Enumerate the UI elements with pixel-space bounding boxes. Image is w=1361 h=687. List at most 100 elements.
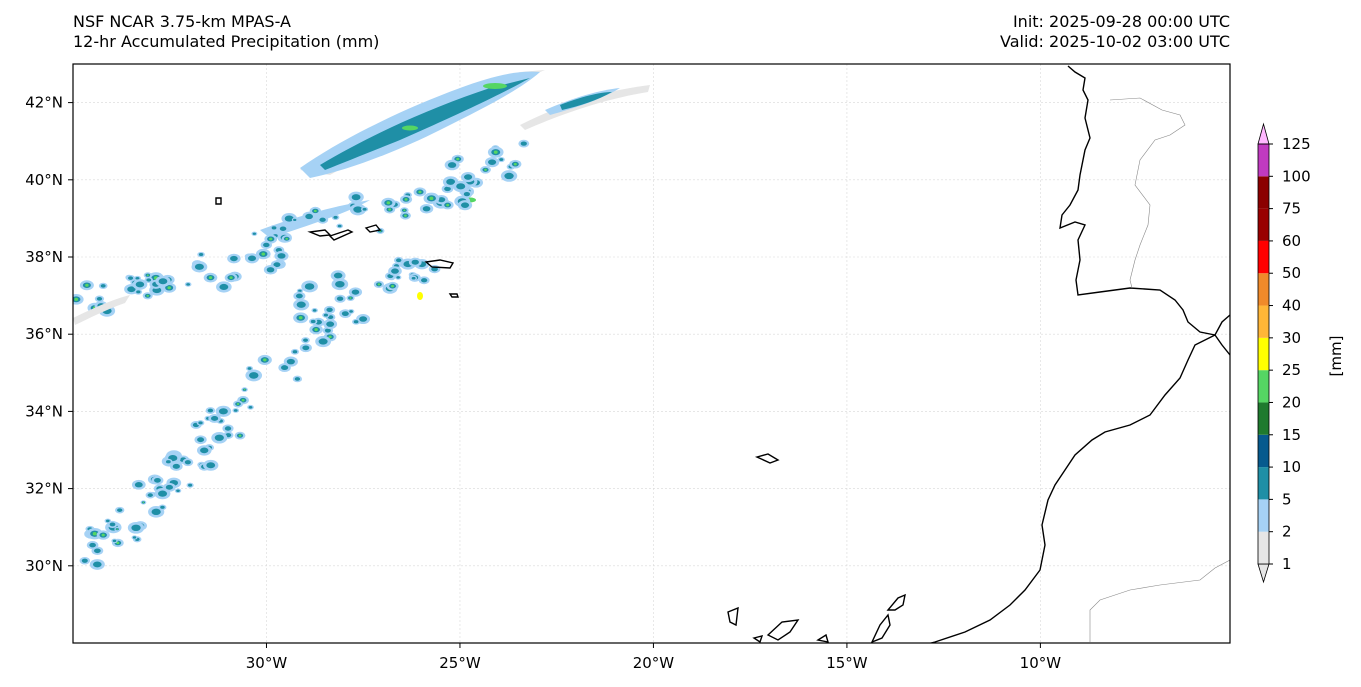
lat-tick-label: 30°N: [25, 557, 63, 575]
colorbar-segment: [1258, 273, 1269, 306]
precip-cell-peak: [167, 286, 171, 290]
coast-madeira: [754, 453, 780, 464]
precip-cell-core: [312, 309, 317, 312]
precip-cell-core: [131, 524, 141, 532]
title-field: 12-hr Accumulated Precipitation (mm): [73, 32, 380, 51]
precip-cell-core: [353, 206, 363, 213]
precip-cell-core: [96, 296, 103, 301]
precip-cell-peak: [403, 209, 406, 212]
coast-canary-5: [752, 635, 764, 643]
precip-cell-peak: [229, 276, 233, 280]
precip-cell-core: [233, 409, 238, 412]
precip-cell-core: [218, 408, 228, 415]
coast-iberia: [1059, 65, 1230, 336]
lat-tick-label: 36°N: [25, 325, 63, 343]
precip-cell-core: [351, 194, 361, 201]
precip-cell-core: [158, 490, 168, 497]
precip-cell-core: [207, 408, 214, 413]
precip-cell-core: [248, 372, 259, 379]
precip-cell-core: [341, 311, 349, 317]
precip-cell-core: [296, 301, 306, 308]
coast-canary-1: [727, 606, 739, 627]
precip-cell-peak: [238, 434, 242, 437]
precip-cell-core: [176, 489, 180, 493]
precip-cell-peak: [391, 284, 395, 288]
coast-azores-5: [448, 293, 459, 298]
precip-cell-peak: [263, 358, 267, 362]
precip-cell-core: [326, 307, 333, 312]
precip-cell-core: [411, 276, 416, 280]
precip-cell-core: [464, 174, 473, 180]
precip-cell-core: [460, 202, 470, 208]
colorbar-tick-label: 30: [1282, 329, 1301, 347]
precip-cell-peak: [377, 283, 381, 286]
lat-tick-label: 40°N: [25, 171, 63, 189]
colorbar-segment: [1258, 467, 1269, 500]
precip-cell-core: [294, 377, 301, 381]
lon-tick-label: 15°W: [826, 654, 868, 672]
colorbar-tick-label: 50: [1282, 264, 1301, 282]
precip-cell-peak: [241, 398, 245, 402]
precip-cell-core: [279, 226, 287, 231]
precip-cell-peak: [298, 316, 303, 320]
colorbar-tick-label: 5: [1282, 490, 1292, 508]
precip-cell-core: [421, 278, 428, 283]
precip-cell-core: [93, 561, 102, 568]
precip-cell-core: [230, 255, 238, 262]
precip-cell-core: [135, 276, 140, 280]
border-portugal-spain: [1109, 97, 1186, 289]
coast-azores-3: [364, 224, 382, 233]
colorbar-tick-label: 25: [1282, 361, 1301, 379]
precip-cell-peak: [404, 214, 407, 217]
colorbar-tick-label: 60: [1282, 232, 1301, 250]
precip-cell-core: [81, 558, 88, 563]
precip-cell-core: [302, 345, 310, 351]
precip-cell-core: [391, 268, 399, 274]
precip-cell-core: [318, 338, 328, 345]
precip-cell-core: [437, 197, 446, 203]
precip-cell-core: [147, 493, 153, 497]
precip-core-north-teal: [320, 78, 530, 170]
colorbar-tick-label: 75: [1282, 200, 1301, 218]
lon-tick-label: 30°W: [246, 654, 288, 672]
precip-cell-core: [447, 162, 457, 168]
precip-cell-core: [456, 183, 466, 190]
precip-max-1: [483, 83, 507, 89]
precip-cell-core: [188, 483, 193, 487]
precip-cell-peak: [386, 201, 391, 205]
precip-cell-peak: [285, 237, 289, 240]
colorbar-tick-label: 10: [1282, 458, 1301, 476]
coastlines: [215, 65, 1230, 643]
precip-cell-peak: [236, 402, 240, 406]
precip-cell-core: [362, 207, 367, 211]
precip-cell-core: [248, 405, 253, 409]
coast-africa: [928, 334, 1230, 643]
precip-cell-peak: [314, 328, 318, 332]
precip-cell-core: [336, 296, 344, 301]
precip-max-4: [417, 292, 423, 300]
precip-cell-core: [247, 255, 257, 262]
precip-cell-core: [304, 283, 315, 290]
precip-cell-core: [324, 328, 331, 333]
precip-cell-core: [271, 226, 277, 230]
precip-cell-core: [310, 319, 316, 324]
precip-cell-peak: [513, 162, 517, 166]
precip-cell-peak: [446, 203, 450, 207]
colorbar-extend-high: [1257, 122, 1270, 145]
precip-cell-core: [146, 278, 152, 282]
precip-cell-core: [323, 313, 329, 317]
precip-cell-core: [134, 482, 143, 488]
precip-cell-core: [499, 158, 504, 161]
borders: [1089, 97, 1230, 642]
precip-cell-core: [166, 460, 171, 464]
precip-cell-core: [319, 217, 326, 222]
coast-canary-4: [886, 593, 906, 611]
precip-cell-core: [284, 215, 294, 222]
precip-cell-peak: [261, 252, 266, 256]
precip-cell-core: [186, 283, 191, 286]
coast-canary-2: [766, 619, 800, 641]
precip-cell-peak: [101, 533, 105, 537]
lon-tick-label: 10°W: [1020, 654, 1062, 672]
precip-cell-peak: [269, 237, 273, 241]
